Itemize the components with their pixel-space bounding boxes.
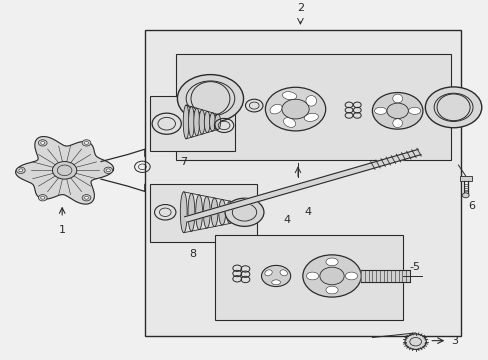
Ellipse shape	[392, 94, 402, 103]
Ellipse shape	[282, 92, 296, 100]
Circle shape	[84, 196, 88, 199]
Ellipse shape	[283, 118, 295, 127]
Circle shape	[19, 169, 23, 172]
Text: 3: 3	[450, 336, 457, 346]
Ellipse shape	[408, 107, 420, 114]
Circle shape	[104, 167, 113, 174]
Bar	[149, 96, 234, 151]
Ellipse shape	[214, 114, 220, 130]
Circle shape	[41, 141, 44, 144]
Circle shape	[224, 198, 264, 226]
Ellipse shape	[203, 197, 210, 228]
Circle shape	[425, 87, 481, 128]
Text: 8: 8	[188, 249, 196, 259]
Ellipse shape	[209, 113, 215, 131]
Circle shape	[372, 93, 422, 129]
Ellipse shape	[306, 272, 318, 280]
Text: 4: 4	[304, 207, 311, 217]
Circle shape	[302, 255, 361, 297]
Text: 6: 6	[467, 201, 474, 211]
Text: 7: 7	[180, 157, 187, 167]
Circle shape	[319, 267, 344, 285]
Ellipse shape	[264, 270, 272, 276]
Circle shape	[282, 99, 308, 119]
Bar	[215, 235, 402, 320]
Circle shape	[386, 103, 407, 118]
Text: 2: 2	[296, 3, 304, 13]
Circle shape	[404, 334, 426, 350]
Ellipse shape	[211, 198, 218, 226]
Ellipse shape	[325, 286, 337, 294]
Ellipse shape	[180, 192, 187, 233]
Circle shape	[461, 193, 468, 198]
Circle shape	[106, 169, 110, 172]
Circle shape	[82, 140, 91, 146]
Bar	[149, 184, 256, 243]
Text: 1: 1	[59, 225, 65, 235]
Ellipse shape	[325, 258, 337, 266]
Circle shape	[38, 140, 47, 146]
Circle shape	[41, 196, 44, 199]
Text: 4: 4	[283, 215, 290, 225]
Circle shape	[261, 265, 290, 287]
Ellipse shape	[271, 280, 280, 285]
Ellipse shape	[392, 119, 402, 127]
Ellipse shape	[304, 113, 318, 121]
Ellipse shape	[269, 104, 282, 114]
Bar	[176, 54, 450, 160]
Bar	[459, 176, 470, 181]
Ellipse shape	[183, 105, 189, 139]
Ellipse shape	[188, 107, 194, 137]
Ellipse shape	[280, 270, 287, 276]
Ellipse shape	[218, 199, 225, 225]
Circle shape	[265, 87, 325, 131]
Ellipse shape	[345, 272, 357, 280]
Circle shape	[84, 141, 88, 144]
Circle shape	[177, 75, 243, 122]
Ellipse shape	[204, 111, 210, 132]
Circle shape	[38, 195, 47, 201]
Circle shape	[82, 195, 91, 201]
Ellipse shape	[226, 201, 233, 224]
Circle shape	[52, 162, 77, 179]
Ellipse shape	[187, 193, 194, 231]
Ellipse shape	[199, 110, 204, 134]
Ellipse shape	[195, 195, 202, 230]
Ellipse shape	[374, 107, 386, 114]
Polygon shape	[16, 136, 113, 204]
Ellipse shape	[193, 108, 199, 136]
Circle shape	[17, 167, 25, 174]
Text: -5: -5	[409, 262, 420, 273]
Ellipse shape	[305, 95, 316, 106]
Polygon shape	[184, 149, 420, 222]
Bar	[144, 30, 460, 336]
